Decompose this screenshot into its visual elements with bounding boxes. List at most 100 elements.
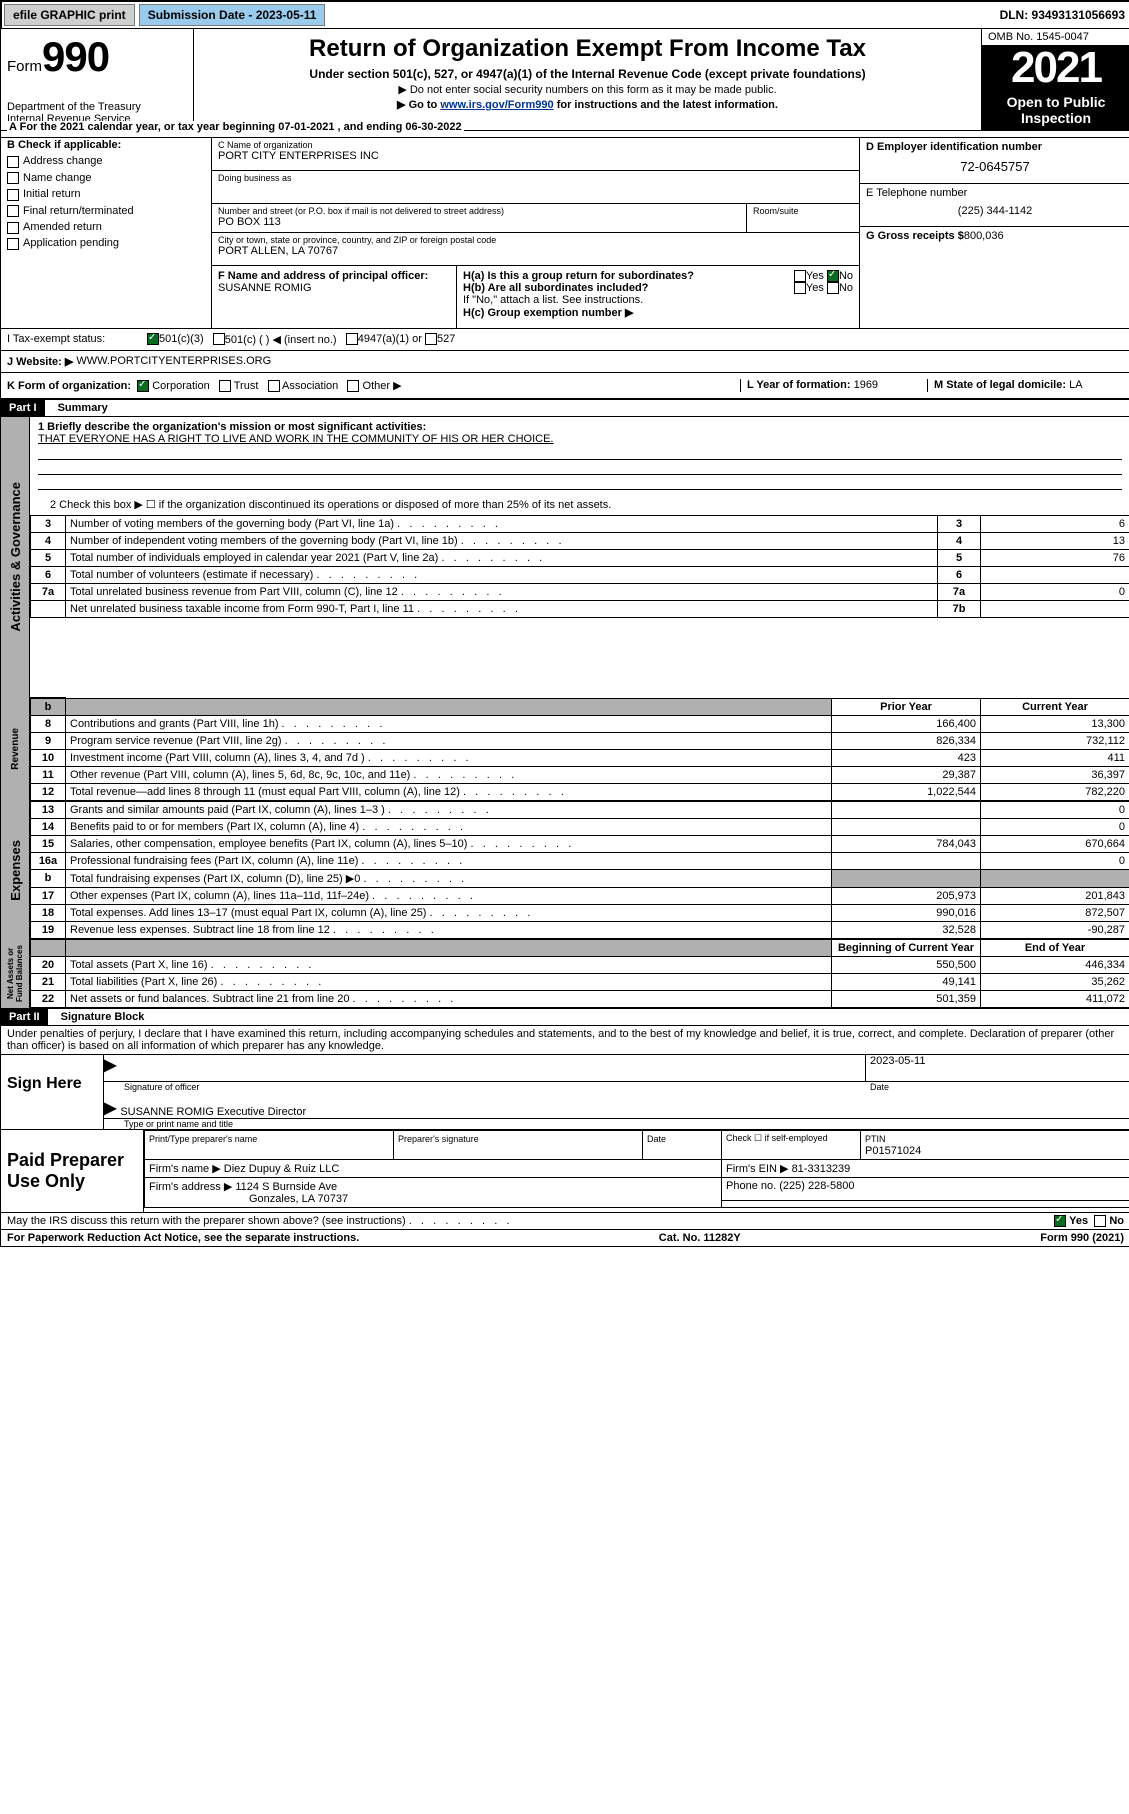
assoc-checkbox[interactable]: [268, 380, 280, 392]
hb-no-checkbox[interactable]: [827, 282, 839, 294]
year-formation: 1969: [854, 379, 878, 391]
room-label: Room/suite: [753, 206, 853, 216]
checkbox-item[interactable]: Address change: [7, 154, 205, 169]
trust-checkbox[interactable]: [219, 380, 231, 392]
checkbox-item[interactable]: Name change: [7, 171, 205, 186]
line-m-label: M State of legal domicile:: [934, 379, 1066, 391]
officer-printed-name: SUSANNE ROMIG Executive Director: [120, 1106, 306, 1118]
table-row: 15Salaries, other compensation, employee…: [31, 836, 1129, 853]
city-value: PORT ALLEN, LA 70767: [218, 245, 853, 257]
prep-date-label: Date: [647, 1134, 666, 1144]
gross-value: 800,036: [964, 230, 1004, 242]
ein-value: 72-0645757: [866, 153, 1124, 180]
open-public-1: Open to Public: [982, 94, 1129, 110]
table-row: 3Number of voting members of the governi…: [31, 516, 1129, 533]
table-header-row: bPrior YearCurrent Year: [31, 698, 1129, 716]
part-ii-title: Signature Block: [51, 1011, 145, 1023]
table-row: 19Revenue less expenses. Subtract line 1…: [31, 922, 1129, 939]
section-c: C Name of organization PORT CITY ENTERPR…: [212, 138, 859, 328]
table-row: 17Other expenses (Part IX, column (A), l…: [31, 888, 1129, 905]
checkbox-item[interactable]: Final return/terminated: [7, 204, 205, 219]
table-row: 6Total number of volunteers (estimate if…: [31, 567, 1129, 584]
tel-value: (225) 344-1142: [866, 199, 1124, 223]
hb-yes-checkbox[interactable]: [794, 282, 806, 294]
submission-date: Submission Date - 2023-05-11: [139, 4, 326, 26]
firm-addr2: Gonzales, LA 70737: [149, 1193, 348, 1205]
header-center: Return of Organization Exempt From Incom…: [194, 29, 981, 130]
firm-name: Diez Dupuy & Ruiz LLC: [224, 1163, 340, 1175]
yes-label2: Yes: [806, 282, 824, 294]
tax-year-range: For the 2021 calendar year, or tax year …: [20, 121, 462, 133]
table-row: 4Number of independent voting members of…: [31, 533, 1129, 550]
org-name: PORT CITY ENTERPRISES INC: [218, 150, 853, 162]
ha-no-checkbox[interactable]: [827, 270, 839, 282]
4947-checkbox[interactable]: [346, 333, 358, 345]
table-row: 10Investment income (Part VIII, column (…: [31, 750, 1129, 767]
checkbox-item[interactable]: Initial return: [7, 187, 205, 202]
officer-label: F Name and address of principal officer:: [218, 270, 450, 282]
other-checkbox[interactable]: [347, 380, 359, 392]
sig-date: 2023-05-11: [865, 1055, 1129, 1081]
dln: DLN: 93493131056693: [1000, 8, 1129, 22]
mission-label: 1 Briefly describe the organization's mi…: [38, 421, 426, 433]
header-sub2: ▶ Do not enter social security numbers o…: [200, 83, 975, 96]
firm-addr-label: Firm's address ▶: [149, 1181, 232, 1193]
checkbox-item[interactable]: Application pending: [7, 236, 205, 251]
paid-preparer-label: Paid Preparer Use Only: [1, 1130, 143, 1212]
501c3-checkbox[interactable]: [147, 333, 159, 345]
hb-label: H(b) Are all subordinates included?: [463, 282, 648, 294]
discuss-no-checkbox[interactable]: [1094, 1215, 1106, 1227]
gross-label: G Gross receipts $: [866, 230, 964, 242]
table-row: 8Contributions and grants (Part VIII, li…: [31, 716, 1129, 733]
prep-sig-label: Preparer's signature: [398, 1134, 479, 1144]
part-ii-header: Part II: [1, 1009, 48, 1025]
vtab-netassets: Net Assets or Fund Balances: [6, 939, 24, 1008]
discuss-no: No: [1109, 1215, 1124, 1227]
street: PO BOX 113: [218, 216, 740, 228]
opt-trust: Trust: [234, 380, 259, 392]
city-label: City or town, state or province, country…: [218, 235, 853, 245]
header-sub1: Under section 501(c), 527, or 4947(a)(1)…: [200, 67, 975, 81]
penalties-text: Under penalties of perjury, I declare th…: [1, 1025, 1129, 1054]
tax-year: 2021: [986, 46, 1126, 90]
hc-label: H(c) Group exemption number ▶: [463, 307, 633, 319]
527-checkbox[interactable]: [425, 333, 437, 345]
discuss-yes-checkbox[interactable]: [1054, 1215, 1066, 1227]
opt-other: Other ▶: [363, 380, 402, 392]
self-employed: Check ☐ if self-employed: [722, 1131, 861, 1160]
part-i-title: Summary: [48, 402, 108, 414]
form-990-page: efile GRAPHIC print Submission Date - 20…: [0, 0, 1129, 1247]
header-right: OMB No. 1545-0047 2021 Open to Public In…: [981, 29, 1129, 130]
table-header-row: Beginning of Current YearEnd of Year: [31, 940, 1129, 957]
checkbox-item[interactable]: Amended return: [7, 220, 205, 235]
identity-block: B Check if applicable: Address changeNam…: [1, 138, 1129, 329]
table-row: 20Total assets (Part X, line 16)550,5004…: [31, 957, 1129, 974]
table-row: Net unrelated business taxable income fr…: [31, 601, 1129, 618]
ha-yes-checkbox[interactable]: [794, 270, 806, 282]
footer-right: Form 990 (2021): [1040, 1232, 1124, 1244]
org-name-label: C Name of organization: [218, 140, 853, 150]
arrow-icon-2: ▶: [104, 1098, 120, 1118]
form-header: Form990 Department of the Treasury Inter…: [1, 29, 1129, 131]
header-left: Form990 Department of the Treasury Inter…: [1, 29, 194, 130]
vtab-expenses: Expenses: [8, 840, 23, 901]
efile-print-button[interactable]: efile GRAPHIC print: [4, 4, 135, 26]
corp-checkbox[interactable]: [137, 380, 149, 392]
table-row: 11Other revenue (Part VIII, column (A), …: [31, 767, 1129, 784]
irs-form990-link[interactable]: www.irs.gov/Form990: [440, 99, 553, 111]
yes-label: Yes: [806, 270, 824, 282]
ptin-value: P01571024: [865, 1145, 921, 1157]
no-label: No: [839, 270, 853, 282]
501c-checkbox[interactable]: [213, 333, 225, 345]
vtab-governance: Activities & Governance: [8, 482, 23, 632]
prep-name-label: Print/Type preparer's name: [149, 1134, 257, 1144]
section-b: B Check if applicable: Address changeNam…: [1, 138, 212, 328]
table-row: 9Program service revenue (Part VIII, lin…: [31, 733, 1129, 750]
topbar: efile GRAPHIC print Submission Date - 20…: [1, 1, 1129, 29]
firm-ein-label: Firm's EIN ▶: [726, 1163, 789, 1175]
line-i-label: I Tax-exempt status:: [7, 333, 147, 346]
form-title: Return of Organization Exempt From Incom…: [200, 35, 975, 63]
firm-ein: 81-3313239: [792, 1163, 851, 1175]
no-label2: No: [839, 282, 853, 294]
tel-label: E Telephone number: [866, 187, 1124, 199]
